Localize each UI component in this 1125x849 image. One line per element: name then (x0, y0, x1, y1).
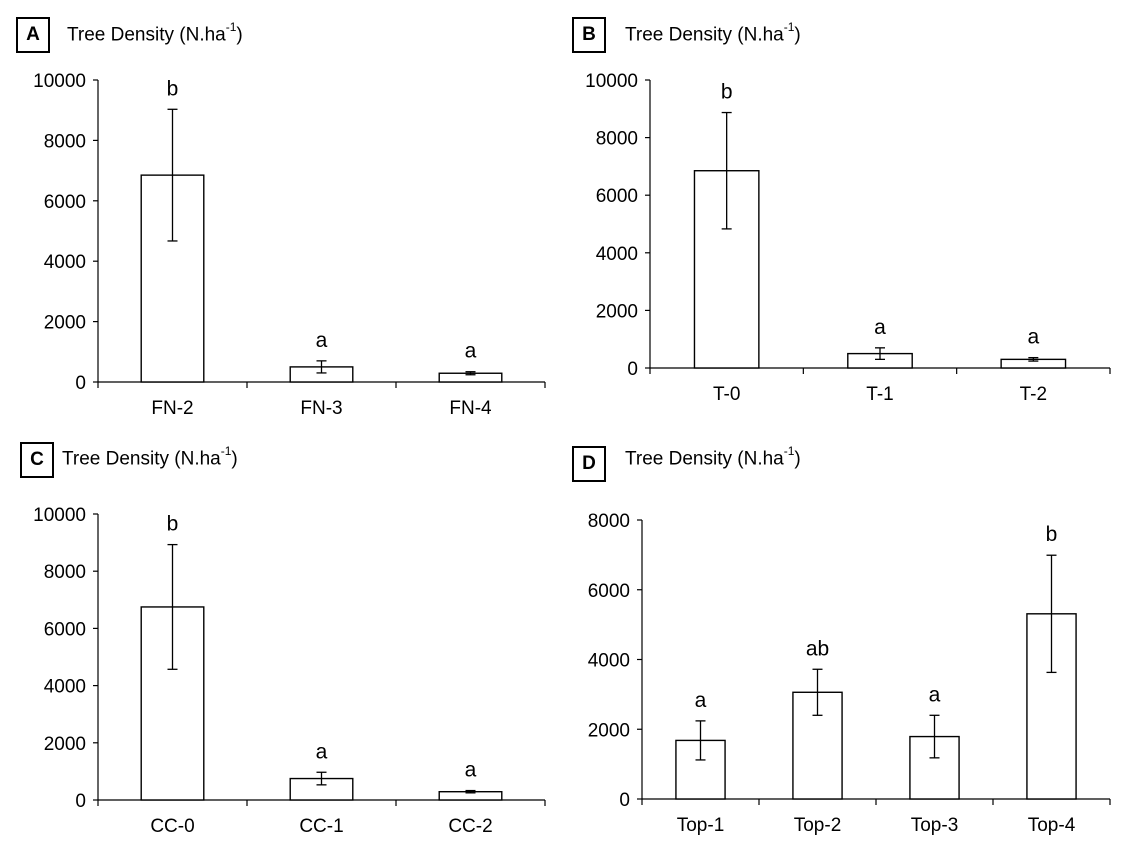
x-tick-label: CC-0 (150, 816, 194, 837)
significance-label: a (1027, 326, 1039, 349)
significance-label: a (316, 329, 328, 352)
significance-label: a (465, 340, 477, 363)
y-tick-label: 4000 (44, 677, 86, 698)
x-tick-label: FN-2 (151, 398, 193, 419)
x-tick-label: T-0 (713, 384, 740, 405)
y-tick-label: 8000 (44, 131, 86, 152)
panel-title-b: Tree Density (N.ha-1) (625, 20, 801, 46)
y-tick-label: 6000 (588, 581, 630, 602)
bar-chart-a: 0 2000 4000 6000 8000 10000 b FN-2 a FN-3 a FN-4 (33, 71, 546, 419)
panel-label-b: B (572, 17, 606, 53)
significance-label: b (721, 81, 733, 104)
y-tick-label: 0 (627, 359, 638, 380)
x-tick-label: FN-3 (300, 398, 342, 419)
panel-label-a: A (16, 17, 50, 53)
panel-a: A Tree Density (N.ha-1) 0 2000 4000 6000 800… (0, 0, 560, 424)
y-tick-label: 8000 (596, 129, 638, 150)
panel-title-c: Tree Density (N.ha-1) (62, 444, 238, 470)
x-tick-label: Top-2 (794, 815, 842, 836)
panel-label-c: C (20, 442, 54, 478)
x-tick-label: Top-1 (677, 815, 725, 836)
significance-label: a (874, 316, 886, 339)
significance-label: a (695, 689, 707, 712)
y-tick-label: 6000 (44, 192, 86, 213)
x-tick-label: FN-4 (449, 398, 492, 419)
significance-label: a (465, 759, 477, 782)
significance-label: b (167, 513, 179, 536)
x-tick-label: CC-2 (448, 816, 492, 837)
y-tick-label: 2000 (44, 313, 86, 334)
y-tick-label: 0 (619, 790, 630, 811)
panel-title-d: Tree Density (N.ha-1) (625, 444, 801, 470)
x-tick-label: Top-4 (1028, 815, 1076, 836)
bar-chart-d: 0 2000 4000 6000 8000 a Top-1 ab Top-2 a Top-3 b Top… (588, 511, 1111, 836)
y-tick-label: 6000 (44, 619, 86, 640)
y-tick-label: 10000 (33, 505, 86, 526)
significance-label: a (929, 683, 941, 706)
y-tick-label: 10000 (585, 71, 638, 92)
bar-chart-c: 0 2000 4000 6000 8000 10000 b CC-0 a CC-1 a CC-2 (33, 505, 546, 837)
bar-chart-b: 0 2000 4000 6000 8000 10000 b T-0 a T-1 a T-2 (585, 71, 1111, 405)
y-tick-label: 4000 (596, 244, 638, 265)
x-tick-label: T-2 (1020, 384, 1047, 405)
y-tick-label: 2000 (596, 301, 638, 322)
y-tick-label: 4000 (588, 651, 630, 672)
x-tick-label: CC-1 (299, 816, 343, 837)
panel-label-d: D (572, 446, 606, 482)
panel-b: B Tree Density (N.ha-1) 0 2000 4000 6000 800… (562, 0, 1125, 424)
y-tick-label: 0 (75, 791, 86, 812)
significance-label: ab (806, 637, 829, 660)
y-tick-label: 6000 (596, 186, 638, 207)
panel-d: D Tree Density (N.ha-1) 0 2000 4000 6000 800… (562, 424, 1125, 849)
significance-label: a (316, 740, 328, 763)
y-tick-label: 4000 (44, 252, 86, 273)
y-tick-label: 2000 (588, 720, 630, 741)
y-tick-label: 0 (75, 373, 86, 394)
y-tick-label: 2000 (44, 734, 86, 755)
x-tick-label: Top-3 (911, 815, 959, 836)
panel-c: C Tree Density (N.ha-1) 0 2000 4000 6000 800… (0, 424, 560, 849)
panel-title-a: Tree Density (N.ha-1) (67, 20, 243, 46)
y-tick-label: 8000 (44, 562, 86, 583)
significance-label: b (1046, 523, 1058, 546)
significance-label: b (167, 77, 179, 100)
y-tick-label: 10000 (33, 71, 86, 92)
x-tick-label: T-1 (866, 384, 893, 405)
y-tick-label: 8000 (588, 511, 630, 532)
